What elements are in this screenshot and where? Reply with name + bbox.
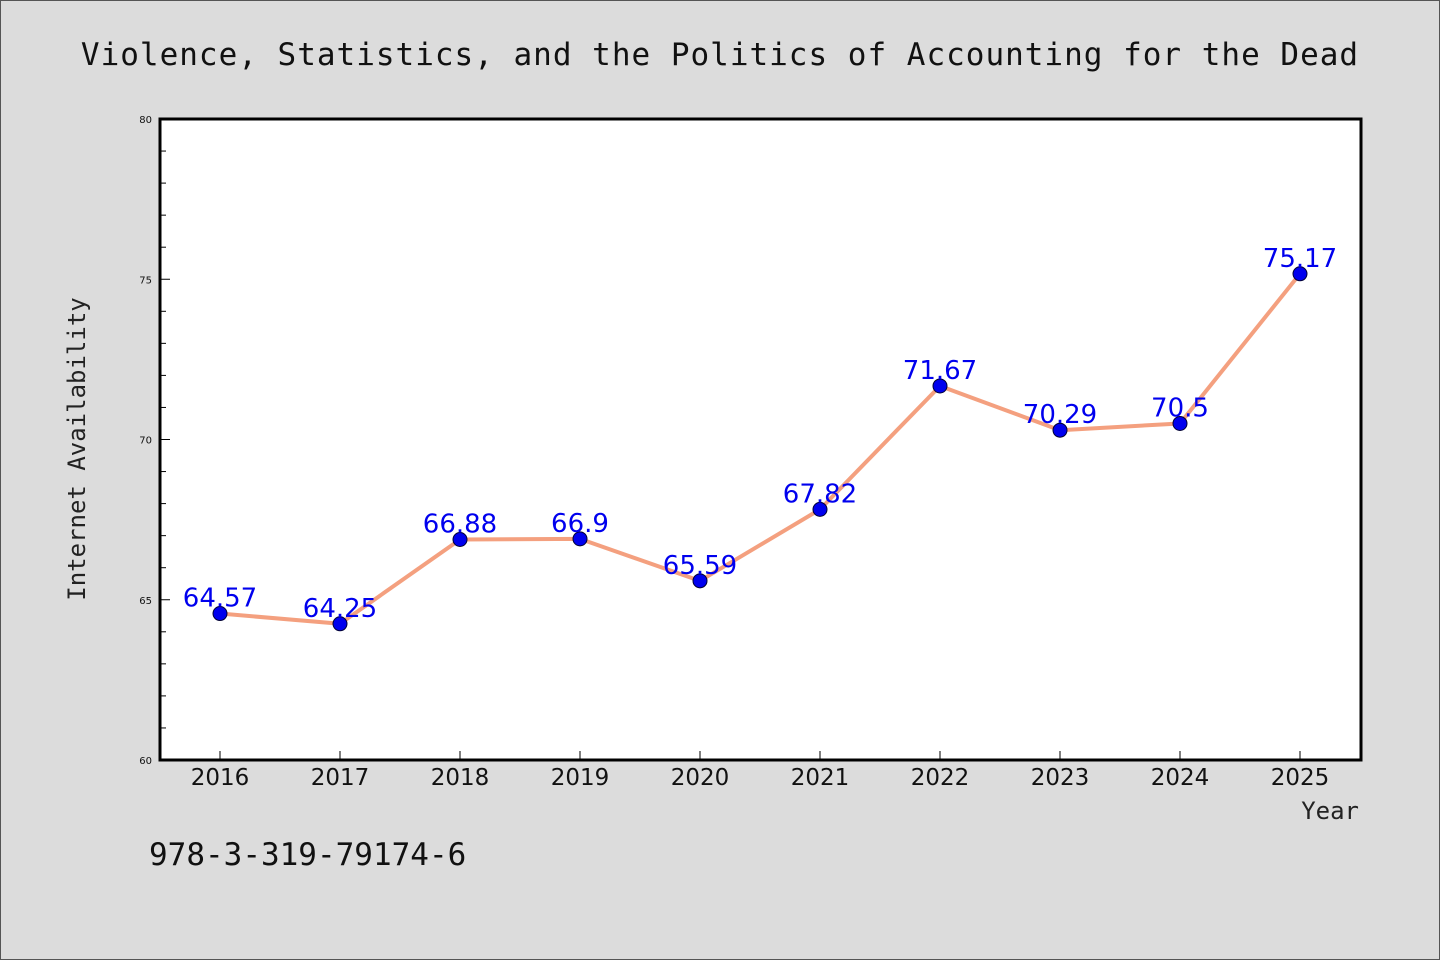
data-label: 71.67 [903, 356, 977, 386]
data-label: 67.82 [783, 479, 857, 509]
series-line [218, 271, 1302, 626]
x-tick-label: 2018 [431, 765, 490, 791]
data-point-marker [1172, 415, 1188, 431]
x-tick-label: 2025 [1271, 765, 1330, 791]
x-axis-label: Year [1301, 797, 1359, 825]
series-line-group: 64.57 64.25 66.88 66.9 65.59 67.82 71.67 70.29 7… [183, 244, 1337, 632]
x-tick-label: 2019 [551, 765, 610, 791]
x-tick-label: 2016 [191, 765, 250, 791]
x-tick-label: 2017 [311, 765, 370, 791]
data-point-marker [212, 606, 228, 622]
x-axis: 2016 2017 2018 2019 2020 2021 2022 2023 2024 2025 [191, 751, 1330, 791]
data-point-marker [812, 501, 828, 517]
data-point-marker [572, 531, 588, 547]
data-point-marker [692, 573, 708, 589]
x-tick-label: 2021 [791, 765, 850, 791]
y-axis: 60 65 70 75 80 [139, 115, 170, 767]
data-label: 70.5 [1151, 393, 1209, 423]
data-label: 66.88 [423, 509, 497, 539]
x-tick-label: 2020 [671, 765, 730, 791]
y-tick-label: 80 [139, 115, 152, 126]
y-tick-label: 60 [139, 756, 152, 767]
x-tick-label: 2023 [1031, 765, 1090, 791]
data-label: 64.57 [183, 584, 257, 614]
data-point-marker [1052, 422, 1068, 438]
data-point-marker [332, 616, 348, 632]
data-point-marker [932, 378, 948, 394]
data-label: 70.29 [1023, 400, 1097, 430]
y-axis-label: Internet Availability [63, 297, 91, 600]
data-label: 66.9 [551, 509, 609, 539]
isbn-footnote: 978-3-319-79174-6 [149, 837, 466, 873]
data-point-marker [1292, 266, 1308, 282]
chart-title: Violence, Statistics, and the Politics o… [81, 37, 1359, 73]
plot-area [158, 117, 1363, 762]
data-point-marker [452, 531, 468, 547]
data-label: 75.17 [1263, 244, 1337, 274]
y-tick-label: 65 [139, 596, 152, 607]
data-label: 65.59 [663, 551, 737, 581]
y-tick-label: 70 [139, 436, 152, 447]
data-label: 64.25 [303, 594, 377, 624]
x-tick-label: 2024 [1151, 765, 1210, 791]
y-tick-label: 75 [139, 275, 152, 286]
x-tick-label: 2022 [911, 765, 970, 791]
